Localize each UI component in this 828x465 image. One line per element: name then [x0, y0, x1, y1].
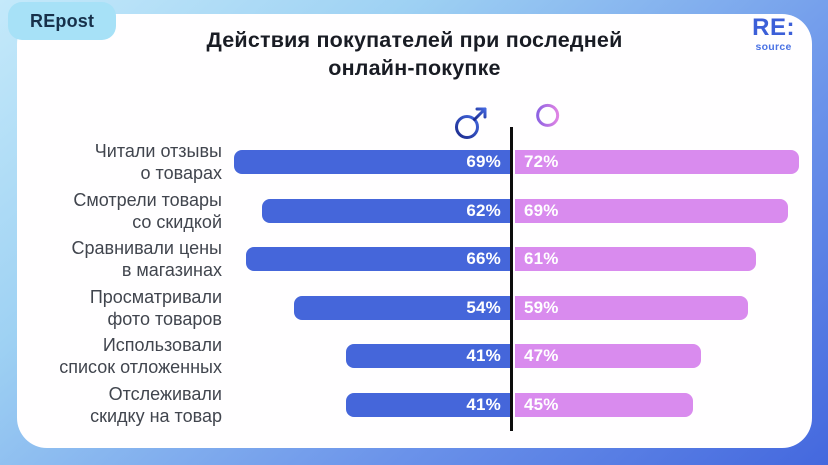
chart-title: Действия покупателей при последней онлай…: [206, 28, 623, 80]
female-value: 69%: [524, 200, 559, 220]
male-value: 41%: [466, 394, 501, 414]
chart-row: Использовали список отложенных 41% 47%: [0, 332, 828, 381]
male-bar: 66%: [246, 247, 510, 271]
female-bar: 45%: [515, 392, 693, 417]
male-bar: 41%: [346, 392, 510, 417]
category-label: Сравнивали цены в магазинах: [71, 238, 222, 281]
female-bar: 72%: [515, 150, 800, 174]
content-card: [17, 14, 812, 448]
female-bar: 47%: [515, 344, 701, 368]
male-value: 66%: [466, 249, 501, 268]
category-label: Смотрели товары со скидкой: [73, 189, 222, 232]
male-value: 62%: [466, 200, 501, 220]
repost-tab: REpost: [8, 2, 117, 40]
repost-tab-label: REpost: [30, 10, 95, 31]
category-label: Читали отзывы о товарах: [94, 141, 222, 184]
male-bar: 69%: [234, 150, 510, 174]
male-bar: 62%: [262, 198, 510, 223]
category-label: Отслеживали скидку на товар: [90, 383, 222, 426]
logo-sub-text: source: [755, 41, 792, 53]
center-axis-line: [510, 127, 513, 431]
female-bar: 59%: [515, 295, 749, 320]
chart-row: Просматривали фото товаров 54% 59%: [0, 284, 828, 333]
female-value: 47%: [524, 346, 559, 365]
female-symbol-icon: [530, 103, 560, 133]
male-value: 69%: [466, 152, 501, 171]
male-bar: 41%: [346, 344, 510, 368]
female-value: 45%: [524, 394, 559, 414]
male-value: 41%: [466, 346, 501, 365]
male-value: 54%: [466, 297, 501, 317]
category-label: Просматривали фото товаров: [89, 286, 222, 329]
female-value: 59%: [524, 297, 559, 317]
male-bar: 54%: [294, 295, 510, 320]
chart-rows: Читали отзывы о товарах 69% 72% Смотрели то…: [0, 138, 828, 429]
chart-row: Читали отзывы о товарах 69% 72%: [0, 138, 828, 187]
female-value: 61%: [524, 249, 559, 268]
female-bar: 69%: [515, 198, 788, 223]
logo-main-text: RE:: [752, 14, 795, 41]
male-symbol-icon: [455, 107, 487, 139]
category-label: Использовали список отложенных: [59, 335, 222, 378]
female-value: 72%: [524, 152, 559, 171]
resource-logo: RE: source: [752, 16, 795, 53]
chart-row: Смотрели товары со скидкой 62% 69%: [0, 187, 828, 236]
female-bar: 61%: [515, 247, 756, 271]
chart-row: Сравнивали цены в магазинах 66% 61%: [0, 235, 828, 284]
chart-row: Отслеживали скидку на товар 41% 45%: [0, 381, 828, 430]
